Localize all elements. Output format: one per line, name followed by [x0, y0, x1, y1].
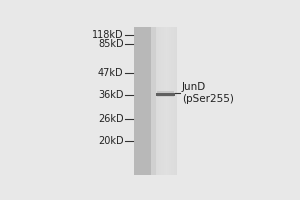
Bar	[157, 95, 173, 97]
Text: JunD: JunD	[182, 82, 206, 92]
Bar	[157, 91, 173, 93]
Bar	[134, 27, 152, 175]
Bar	[156, 27, 177, 175]
Text: 118kD: 118kD	[92, 30, 124, 40]
Text: 47kD: 47kD	[98, 68, 124, 78]
Text: 85kD: 85kD	[98, 39, 124, 49]
Bar	[156, 93, 175, 96]
Text: 26kD: 26kD	[98, 114, 124, 124]
Text: (pSer255): (pSer255)	[182, 94, 233, 104]
Bar	[134, 27, 177, 175]
Text: 36kD: 36kD	[98, 90, 124, 100]
Text: 20kD: 20kD	[98, 136, 124, 146]
Bar	[152, 27, 156, 175]
